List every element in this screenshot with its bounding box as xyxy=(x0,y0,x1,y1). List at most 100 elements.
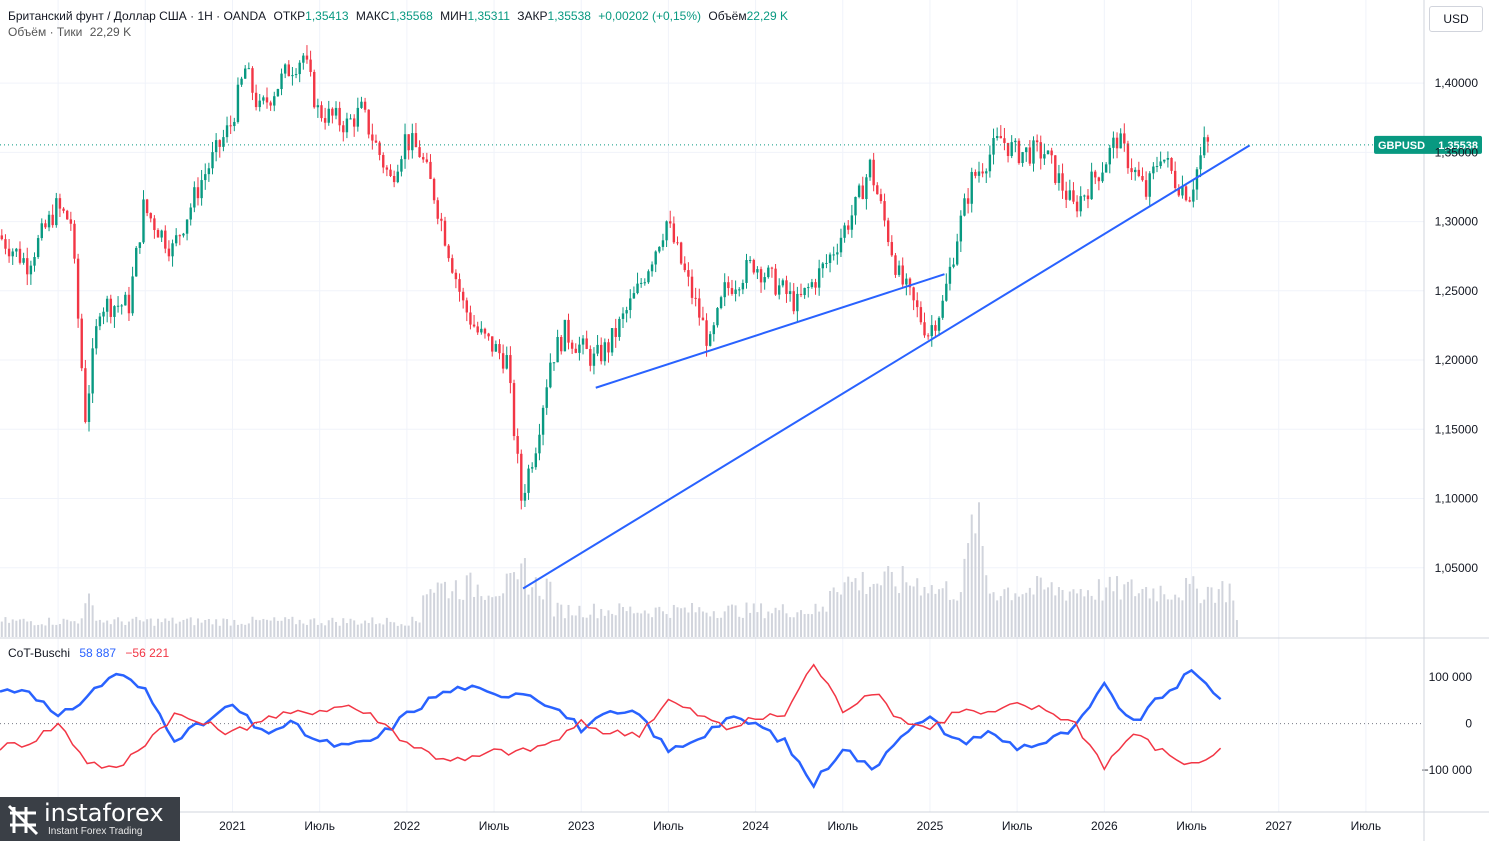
legend-volume[interactable]: Объём · Тики 22,29 K xyxy=(8,25,135,39)
candle-body xyxy=(865,177,868,200)
volume-bar xyxy=(262,618,265,637)
candle-body xyxy=(138,242,142,248)
candle-body xyxy=(160,230,163,238)
volume-bar xyxy=(803,614,806,637)
price-tick-label: 1,25000 xyxy=(1435,284,1479,298)
candle-body xyxy=(1090,171,1093,200)
cot-legend[interactable]: CoT-Buschi 58 887 −56 221 xyxy=(8,646,169,660)
volume-bar xyxy=(560,604,563,637)
candle-body xyxy=(679,242,683,264)
volume-bar xyxy=(734,605,737,637)
volume-bar xyxy=(563,618,566,637)
cot-tick-label: 0 xyxy=(1465,717,1472,731)
current-price-value: 1,35538 xyxy=(1438,140,1478,152)
volume-bar xyxy=(763,618,766,637)
candle-body xyxy=(665,221,668,241)
volume-bar xyxy=(821,606,824,637)
volume-bar xyxy=(414,621,417,637)
volume-bar xyxy=(364,620,367,637)
volume-bar xyxy=(247,623,250,637)
volume-bar xyxy=(752,603,755,637)
candle-body xyxy=(1159,161,1162,167)
candle-body xyxy=(418,147,421,158)
volume-bar xyxy=(135,616,138,637)
candle-body xyxy=(345,118,349,133)
cot-name: CoT-Buschi xyxy=(8,646,71,660)
cot-indicator: 100 000 0 −100 000 xyxy=(0,663,1472,790)
candle-body xyxy=(999,136,1002,139)
candle-body xyxy=(712,325,716,335)
volume-study-label: Объём · Тики xyxy=(8,25,83,39)
candle-body xyxy=(501,353,505,369)
volume-bar xyxy=(691,602,694,637)
candle-body xyxy=(120,305,123,307)
volume-bar xyxy=(538,595,541,637)
candle-body xyxy=(283,64,287,74)
volume-bar xyxy=(643,610,646,637)
candle-body xyxy=(734,289,737,294)
candle-body xyxy=(977,171,981,176)
volume-bar xyxy=(211,624,214,637)
volume-bar xyxy=(534,577,537,637)
volume-bar xyxy=(1028,587,1031,637)
candle-body xyxy=(1166,157,1170,160)
volume-bar xyxy=(1065,600,1068,637)
volume-bar xyxy=(40,624,43,637)
candle-body xyxy=(407,134,410,151)
label-open: ОТКР xyxy=(273,9,306,23)
volume-bar xyxy=(80,618,83,637)
time-tick-label: Июль xyxy=(1176,819,1207,833)
volume-bar xyxy=(393,622,396,637)
cot-value-1: 58 887 xyxy=(79,646,117,660)
volume-bar xyxy=(396,625,399,637)
candle-body xyxy=(509,355,512,384)
value-volume: 22,29 K xyxy=(746,9,788,23)
volume-bar xyxy=(280,620,283,637)
volume-bar xyxy=(614,615,617,637)
symbol-name[interactable]: Британский фунт / Доллар США · 1Н · OAND… xyxy=(8,9,267,23)
volume-bar xyxy=(632,613,635,637)
candle-body xyxy=(621,313,625,319)
candle-body xyxy=(360,101,363,108)
volume-bar xyxy=(1047,587,1050,637)
volume-bar xyxy=(520,563,523,637)
price-tick-label: 1,10000 xyxy=(1435,492,1479,506)
candle-body xyxy=(1123,133,1126,144)
volume-bar xyxy=(1217,589,1220,637)
volume-bar xyxy=(1116,576,1119,637)
volume-bar xyxy=(127,621,130,637)
volume-bar xyxy=(389,621,392,637)
candle-body xyxy=(1144,180,1148,197)
volume-bar xyxy=(1072,589,1075,637)
candle-body xyxy=(349,118,352,120)
currency-button[interactable]: USD xyxy=(1429,6,1483,32)
volume-bar xyxy=(523,558,526,637)
candle-body xyxy=(1064,190,1068,200)
volume-bar xyxy=(422,595,425,637)
volume-bar xyxy=(196,618,199,637)
volume-bar xyxy=(491,597,494,637)
volume-bar xyxy=(51,624,54,637)
candle-body xyxy=(26,258,29,275)
volume-bar xyxy=(335,621,338,637)
volume-bar xyxy=(727,605,730,637)
volume-bar xyxy=(1145,587,1148,637)
volume-bar xyxy=(236,624,239,637)
cot-line-1 xyxy=(0,668,1222,790)
candle-body xyxy=(414,133,418,148)
volume-bar xyxy=(879,585,882,637)
candle-body xyxy=(1075,201,1079,212)
volume-bar xyxy=(451,591,454,637)
volume-bar xyxy=(1068,591,1071,637)
label-close: ЗАКР xyxy=(517,9,548,23)
volume-bar xyxy=(596,618,599,637)
volume-bar xyxy=(73,621,76,637)
current-price-symbol: GBPUSD xyxy=(1378,140,1425,152)
volume-bar xyxy=(407,625,410,637)
volume-bar xyxy=(37,624,40,637)
candle-body xyxy=(1130,168,1133,173)
candle-body xyxy=(698,298,701,318)
candle-body xyxy=(113,306,116,317)
candle-body xyxy=(1148,173,1151,197)
